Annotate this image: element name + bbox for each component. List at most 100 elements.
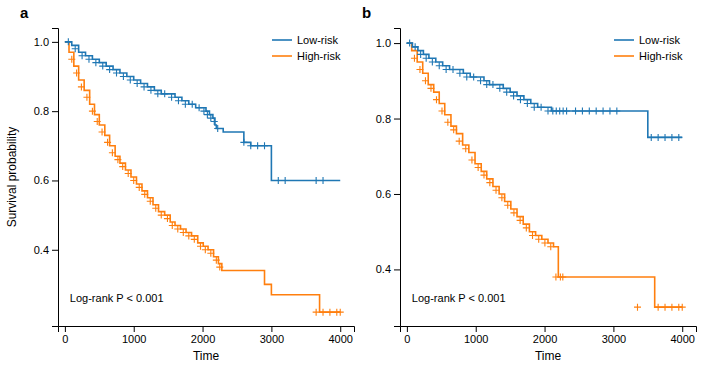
censor-mark	[211, 118, 218, 125]
censor-mark	[523, 224, 530, 231]
tick-label: 0	[404, 333, 410, 345]
tick-mark	[613, 326, 614, 332]
censor-mark	[470, 74, 477, 81]
tick: 0.8	[376, 113, 400, 125]
censor-mark	[411, 55, 418, 62]
censor-mark	[213, 257, 220, 264]
censor-mark	[158, 212, 165, 219]
censor-mark	[541, 240, 548, 247]
x-axis: 01000200030004000	[401, 326, 697, 345]
censor-mark	[275, 177, 282, 184]
tick: 0.4	[34, 244, 58, 256]
censor-mark	[99, 63, 106, 70]
legend-item: Low-risk	[272, 34, 338, 46]
tick-label: 2000	[533, 333, 557, 345]
censor-mark	[498, 194, 505, 201]
tick: 4000	[670, 326, 694, 345]
censor-mark	[412, 43, 419, 50]
tick: 2000	[533, 326, 557, 345]
censor-mark	[436, 62, 443, 69]
censor-mark	[114, 156, 121, 163]
legend-swatch	[272, 39, 292, 41]
censor-mark	[152, 205, 159, 212]
censor-mark	[204, 111, 211, 118]
censor-mark	[119, 163, 126, 170]
annotation: Log-rank P < 0.001	[70, 292, 164, 304]
tick: 0.6	[376, 188, 400, 200]
tick: 2000	[191, 326, 215, 345]
tick: 0	[62, 326, 68, 345]
censor-mark	[200, 108, 207, 115]
censor-mark	[202, 246, 209, 253]
axis-line	[59, 327, 355, 333]
plot-area	[406, 40, 686, 311]
censor-mark	[496, 85, 503, 92]
censor-mark	[456, 138, 463, 145]
series	[65, 38, 340, 184]
panel-label: b	[362, 4, 371, 21]
censor-mark	[503, 89, 510, 96]
chart: 010002000300040000.40.60.81.0aTimeSurviv…	[0, 0, 708, 368]
censor-mark	[517, 217, 524, 224]
tick: 0	[404, 326, 410, 345]
censor-mark	[106, 66, 113, 73]
censor-mark	[313, 309, 320, 316]
censor-mark	[113, 70, 120, 77]
tick-label: 1.0	[376, 37, 391, 49]
censor-mark	[475, 164, 482, 171]
censor-mark	[648, 134, 655, 141]
plot-area	[65, 38, 344, 315]
legend: Low-riskHigh-risk	[272, 34, 341, 62]
axis-line	[401, 327, 697, 333]
tick: 0.4	[376, 263, 400, 275]
tick: 4000	[328, 326, 352, 345]
legend-label: Low-risk	[639, 34, 680, 46]
censor-mark	[668, 304, 675, 311]
panel: 010002000300040000.40.60.81.0aTimeSurviv…	[5, 4, 355, 363]
tick-mark	[340, 326, 341, 332]
survival-line	[407, 43, 682, 137]
censor-mark	[180, 229, 187, 236]
y-axis: 0.40.60.81.0	[34, 29, 59, 327]
legend: Low-riskHigh-risk	[614, 34, 683, 62]
censor-mark	[662, 134, 669, 141]
censor-mark	[127, 76, 134, 83]
censor-mark	[422, 77, 429, 84]
tick: 1.0	[376, 37, 400, 49]
censor-mark	[320, 309, 327, 316]
censor-mark	[538, 104, 545, 111]
censor-mark	[78, 83, 85, 90]
legend-item: Low-risk	[614, 34, 680, 46]
censor-mark	[443, 66, 450, 73]
tick-mark	[271, 326, 272, 332]
tick-mark	[203, 326, 204, 332]
tick-label: 3000	[260, 333, 284, 345]
censor-mark	[94, 118, 101, 125]
censor-mark	[463, 74, 470, 81]
censor-mark	[486, 179, 493, 186]
tick-mark	[394, 194, 400, 195]
censor-mark	[423, 55, 430, 62]
survival-line	[65, 42, 340, 181]
censor-mark	[169, 222, 176, 229]
censor-mark	[161, 90, 168, 97]
censor-mark	[462, 145, 469, 152]
survival-line	[65, 42, 340, 312]
censor-mark	[456, 70, 463, 77]
censor-mark	[493, 187, 500, 194]
censor-mark	[450, 66, 457, 73]
y-axis: 0.4 0.6 0.8 1.0	[376, 29, 401, 327]
censor-mark	[174, 225, 181, 232]
censor-mark	[73, 70, 80, 77]
censor-mark	[189, 101, 196, 108]
censor-mark	[164, 215, 171, 222]
legend-swatch	[272, 55, 292, 57]
tick-mark	[394, 119, 400, 120]
censor-mark	[489, 81, 496, 88]
censor-mark	[586, 107, 593, 114]
x-axis-title: Time	[193, 349, 220, 363]
tick-label: 3000	[602, 333, 626, 345]
tick: 3000	[602, 326, 626, 345]
censor-mark	[125, 170, 132, 177]
tick-mark	[407, 326, 408, 332]
